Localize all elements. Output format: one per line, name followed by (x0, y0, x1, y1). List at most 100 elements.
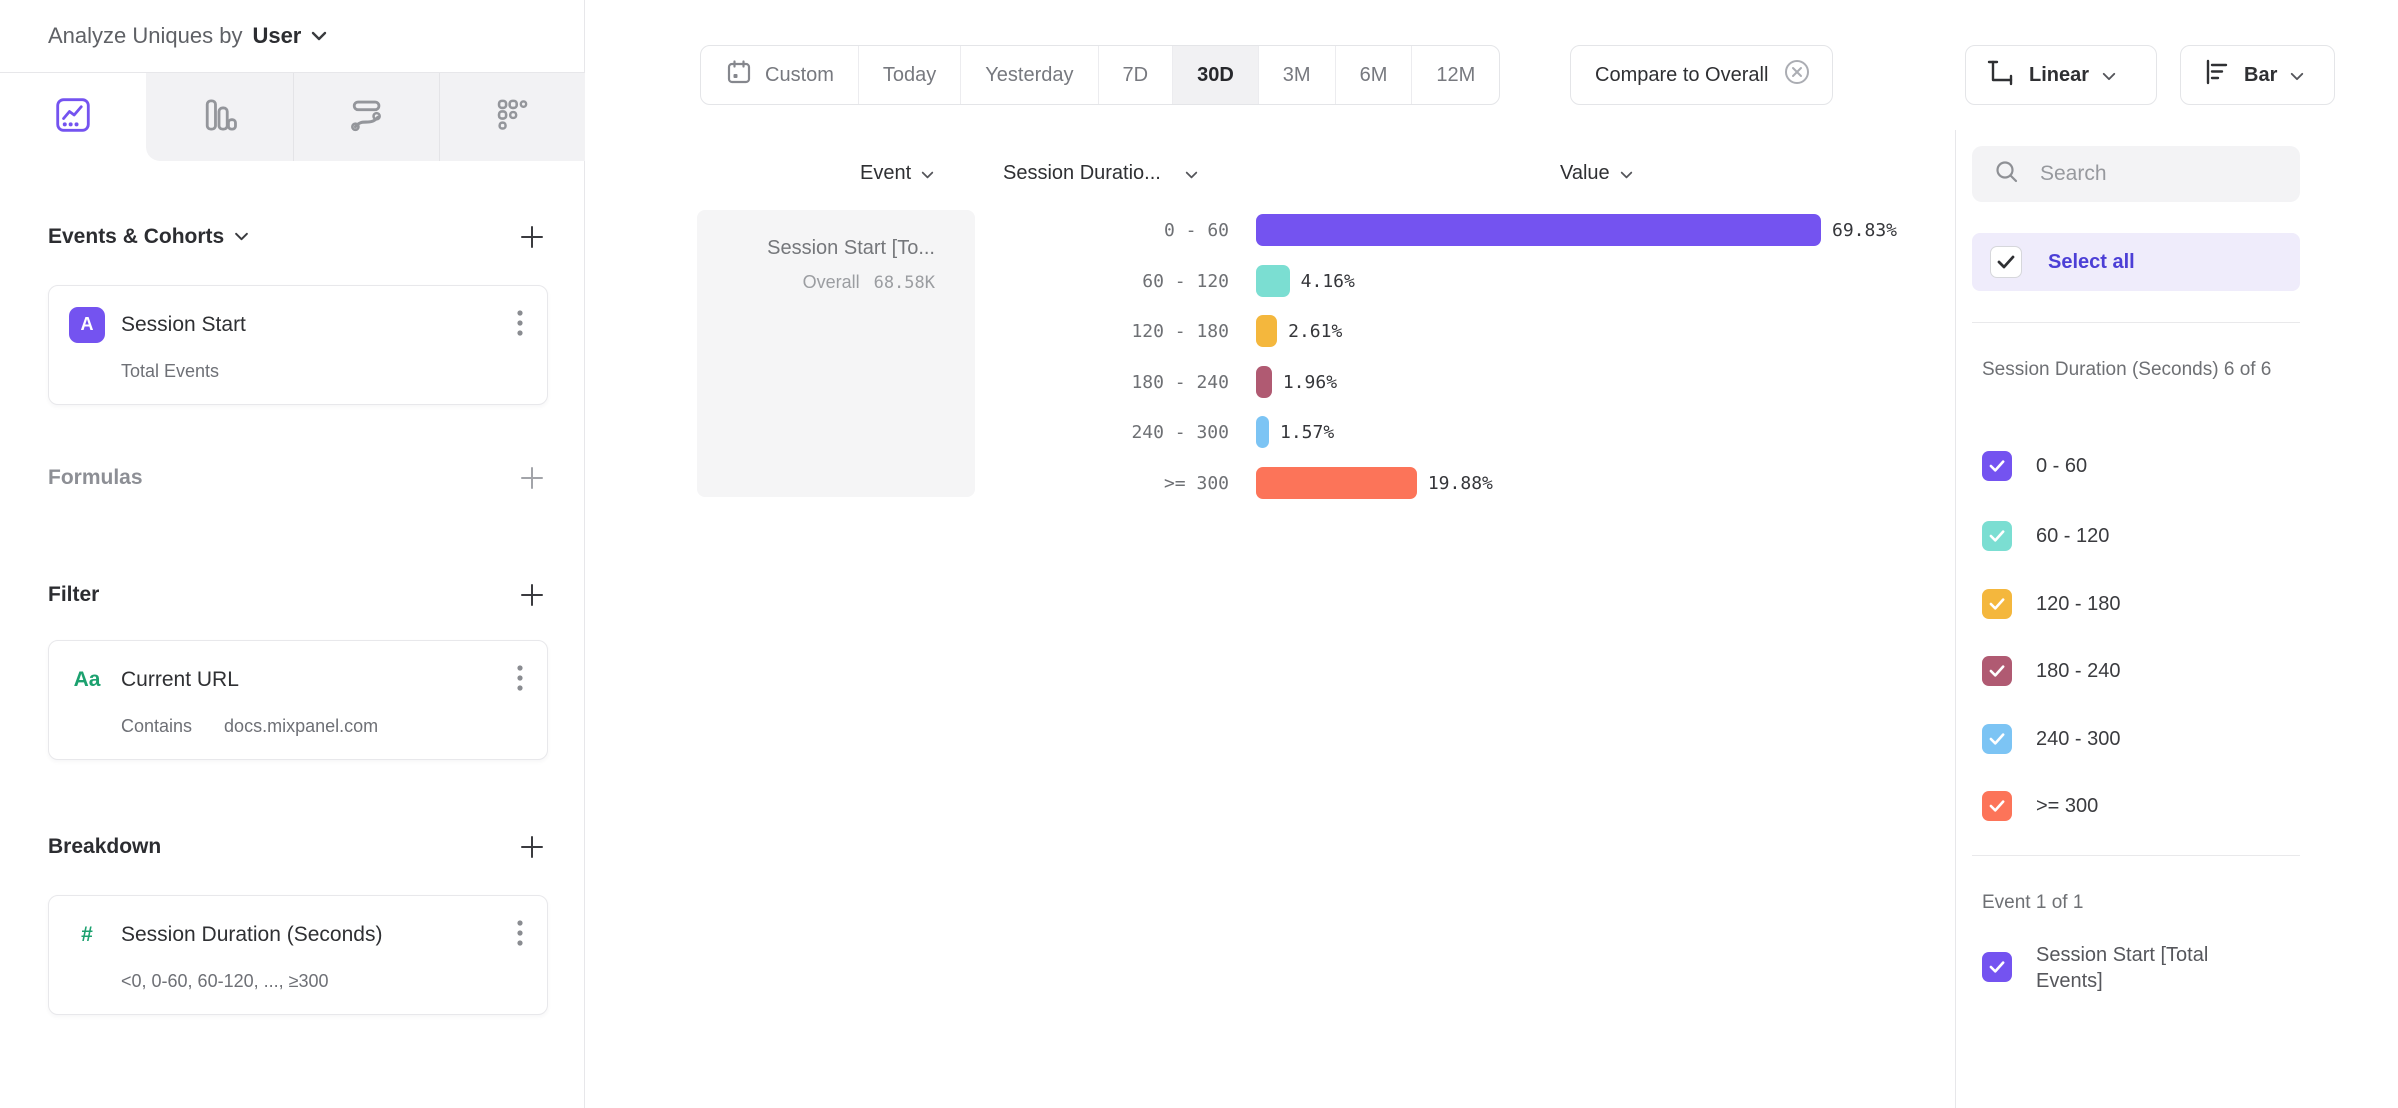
events-cohorts-title: Events & Cohorts (48, 225, 225, 248)
add-breakdown-button[interactable] (517, 832, 547, 862)
chart-type-dropdown[interactable]: Bar (2180, 45, 2335, 105)
scale-dropdown[interactable]: Linear (1965, 45, 2157, 105)
legend-label: Session Start [Total Events] (2036, 944, 2209, 992)
bar-segment[interactable] (1256, 214, 1821, 246)
date-range-label: Yesterday (985, 63, 1074, 86)
kebab-menu-icon[interactable] (511, 306, 529, 343)
kebab-menu-icon[interactable] (511, 661, 529, 698)
breakdown-buckets[interactable]: <0, 0-60, 60-120, ..., ≥300 (121, 971, 329, 991)
breakdown-card-session-duration[interactable]: # Session Duration (Seconds) <0, 0-60, 6… (48, 895, 548, 1015)
funnels-bars-icon (199, 95, 239, 140)
remove-compare-icon[interactable] (1782, 57, 1812, 93)
colored-checkbox[interactable] (1982, 656, 2012, 686)
bucket-label: 60 - 120 (1142, 270, 1229, 292)
bar-row: 0 - 60 69.83% (1000, 212, 1897, 248)
column-header-value[interactable]: Value (1560, 162, 1633, 185)
bar-segment[interactable] (1256, 366, 1272, 398)
retention-dots-icon (492, 95, 532, 140)
colored-checkbox[interactable] (1982, 589, 2012, 619)
date-range-label: 30D (1197, 63, 1234, 86)
breakdown-group-label: Session Duration (Seconds) 6 of 6 (1982, 359, 2272, 380)
date-range-12m[interactable]: 12M (1411, 46, 1499, 104)
event-card-session-start[interactable]: A Session Start Total Events (48, 285, 548, 405)
chevron-down-icon[interactable] (234, 228, 249, 246)
colored-checkbox[interactable] (1982, 451, 2012, 481)
legend-label: >= 300 (2036, 794, 2099, 817)
filter-value[interactable]: docs.mixpanel.com (224, 716, 379, 736)
date-range-label: 12M (1436, 63, 1476, 86)
tab-insights[interactable] (0, 73, 147, 161)
legend-label: 60 - 120 (2036, 524, 2110, 547)
scale-label: Linear (2029, 63, 2090, 86)
query-builder-sidebar: Analyze Uniques by User (0, 0, 585, 1108)
bar-segment[interactable] (1256, 265, 1290, 297)
chevron-down-icon (1185, 162, 1198, 185)
filter-operator[interactable]: Contains (121, 716, 193, 736)
column-header-breakdown[interactable]: Session Duratio... (1003, 162, 1198, 185)
search-input[interactable] (2040, 162, 2270, 186)
legend-item-0-60[interactable]: 0 - 60 (1982, 451, 2087, 481)
filter-condition[interactable]: Contains docs.mixpanel.com (121, 716, 529, 737)
column-label: Session Duratio... (1003, 162, 1161, 184)
colored-checkbox[interactable] (1982, 791, 2012, 821)
breakdown-property-name: Session Duration (Seconds) (121, 922, 383, 946)
bucket-label: 120 - 180 (1131, 320, 1229, 342)
number-property-icon: # (81, 922, 93, 946)
bar-value-label: 2.61% (1288, 320, 1343, 342)
report-type-tabbar (0, 72, 585, 161)
date-range-yesterday[interactable]: Yesterday (960, 46, 1097, 104)
select-all-label: Select all (2048, 250, 2135, 273)
add-formula-button[interactable] (517, 463, 547, 493)
tab-flows[interactable] (292, 73, 439, 161)
event-letter-badge: A (69, 306, 105, 343)
colored-checkbox[interactable] (1982, 724, 2012, 754)
select-all-checkbox[interactable] (1990, 246, 2022, 278)
event-group-label: Event 1 of 1 (1982, 892, 2084, 913)
bar-segment[interactable] (1256, 416, 1269, 448)
filter-title: Filter (48, 583, 100, 606)
date-range-picker: Custom Today Yesterday 7D 30D 3M 6M 12M (700, 45, 1501, 105)
chevron-down-icon (921, 162, 934, 185)
bucket-label: 180 - 240 (1131, 371, 1229, 393)
date-range-7d[interactable]: 7D (1097, 46, 1173, 104)
column-header-event[interactable]: Event (860, 162, 934, 185)
add-filter-button[interactable] (517, 580, 547, 610)
bar-segment[interactable] (1256, 315, 1278, 347)
colored-checkbox[interactable] (1982, 521, 2012, 551)
compare-to-overall-chip[interactable]: Compare to Overall (1570, 45, 1834, 105)
add-event-button[interactable] (517, 222, 547, 252)
legend-label: 0 - 60 (2036, 454, 2088, 477)
search-icon (1994, 159, 2020, 190)
legend-item-event[interactable]: Session Start [Total Events] (1982, 942, 2251, 994)
legend-item-240-300[interactable]: 240 - 300 (1982, 724, 2121, 754)
event-cell-title: Session Start [To... (767, 237, 935, 259)
date-range-3m[interactable]: 3M (1257, 46, 1335, 104)
date-range-today[interactable]: Today (857, 46, 960, 104)
overall-value: 68.58K (873, 273, 935, 293)
legend-item-gte-300[interactable]: >= 300 (1982, 791, 2098, 821)
bucket-label: 0 - 60 (1163, 219, 1229, 241)
segment-search[interactable] (1972, 146, 2300, 202)
kebab-menu-icon[interactable] (511, 916, 529, 953)
analyze-by-dropdown[interactable]: User (252, 23, 327, 49)
event-aggregation[interactable]: Total Events (121, 361, 220, 381)
filter-card-current-url[interactable]: Aa Current URL Contains docs.mixpanel.com (48, 640, 548, 760)
bar-segment[interactable] (1256, 467, 1417, 499)
bar-row: 120 - 180 2.61% (1000, 313, 1342, 349)
date-range-custom[interactable]: Custom (701, 46, 858, 104)
legend-item-120-180[interactable]: 120 - 180 (1982, 589, 2121, 619)
legend-item-180-240[interactable]: 180 - 240 (1982, 656, 2121, 686)
select-all-row[interactable]: Select all (1972, 233, 2300, 291)
compare-label: Compare to Overall (1595, 63, 1769, 86)
legend-item-60-120[interactable]: 60 - 120 (1982, 521, 2109, 551)
tab-retention[interactable] (438, 73, 585, 161)
bar-value-label: 19.88% (1427, 472, 1493, 494)
date-range-6m[interactable]: 6M (1334, 46, 1412, 104)
colored-checkbox[interactable] (1982, 952, 2012, 982)
tab-funnels[interactable] (146, 73, 293, 161)
formulas-section-header: Formulas (48, 463, 547, 493)
bar-chart-icon (2201, 57, 2231, 93)
event-summary-cell[interactable]: Session Start [To... Overall 68.58K (697, 210, 975, 497)
events-cohorts-section-header: Events & Cohorts (48, 222, 547, 252)
date-range-30d[interactable]: 30D (1172, 46, 1258, 104)
